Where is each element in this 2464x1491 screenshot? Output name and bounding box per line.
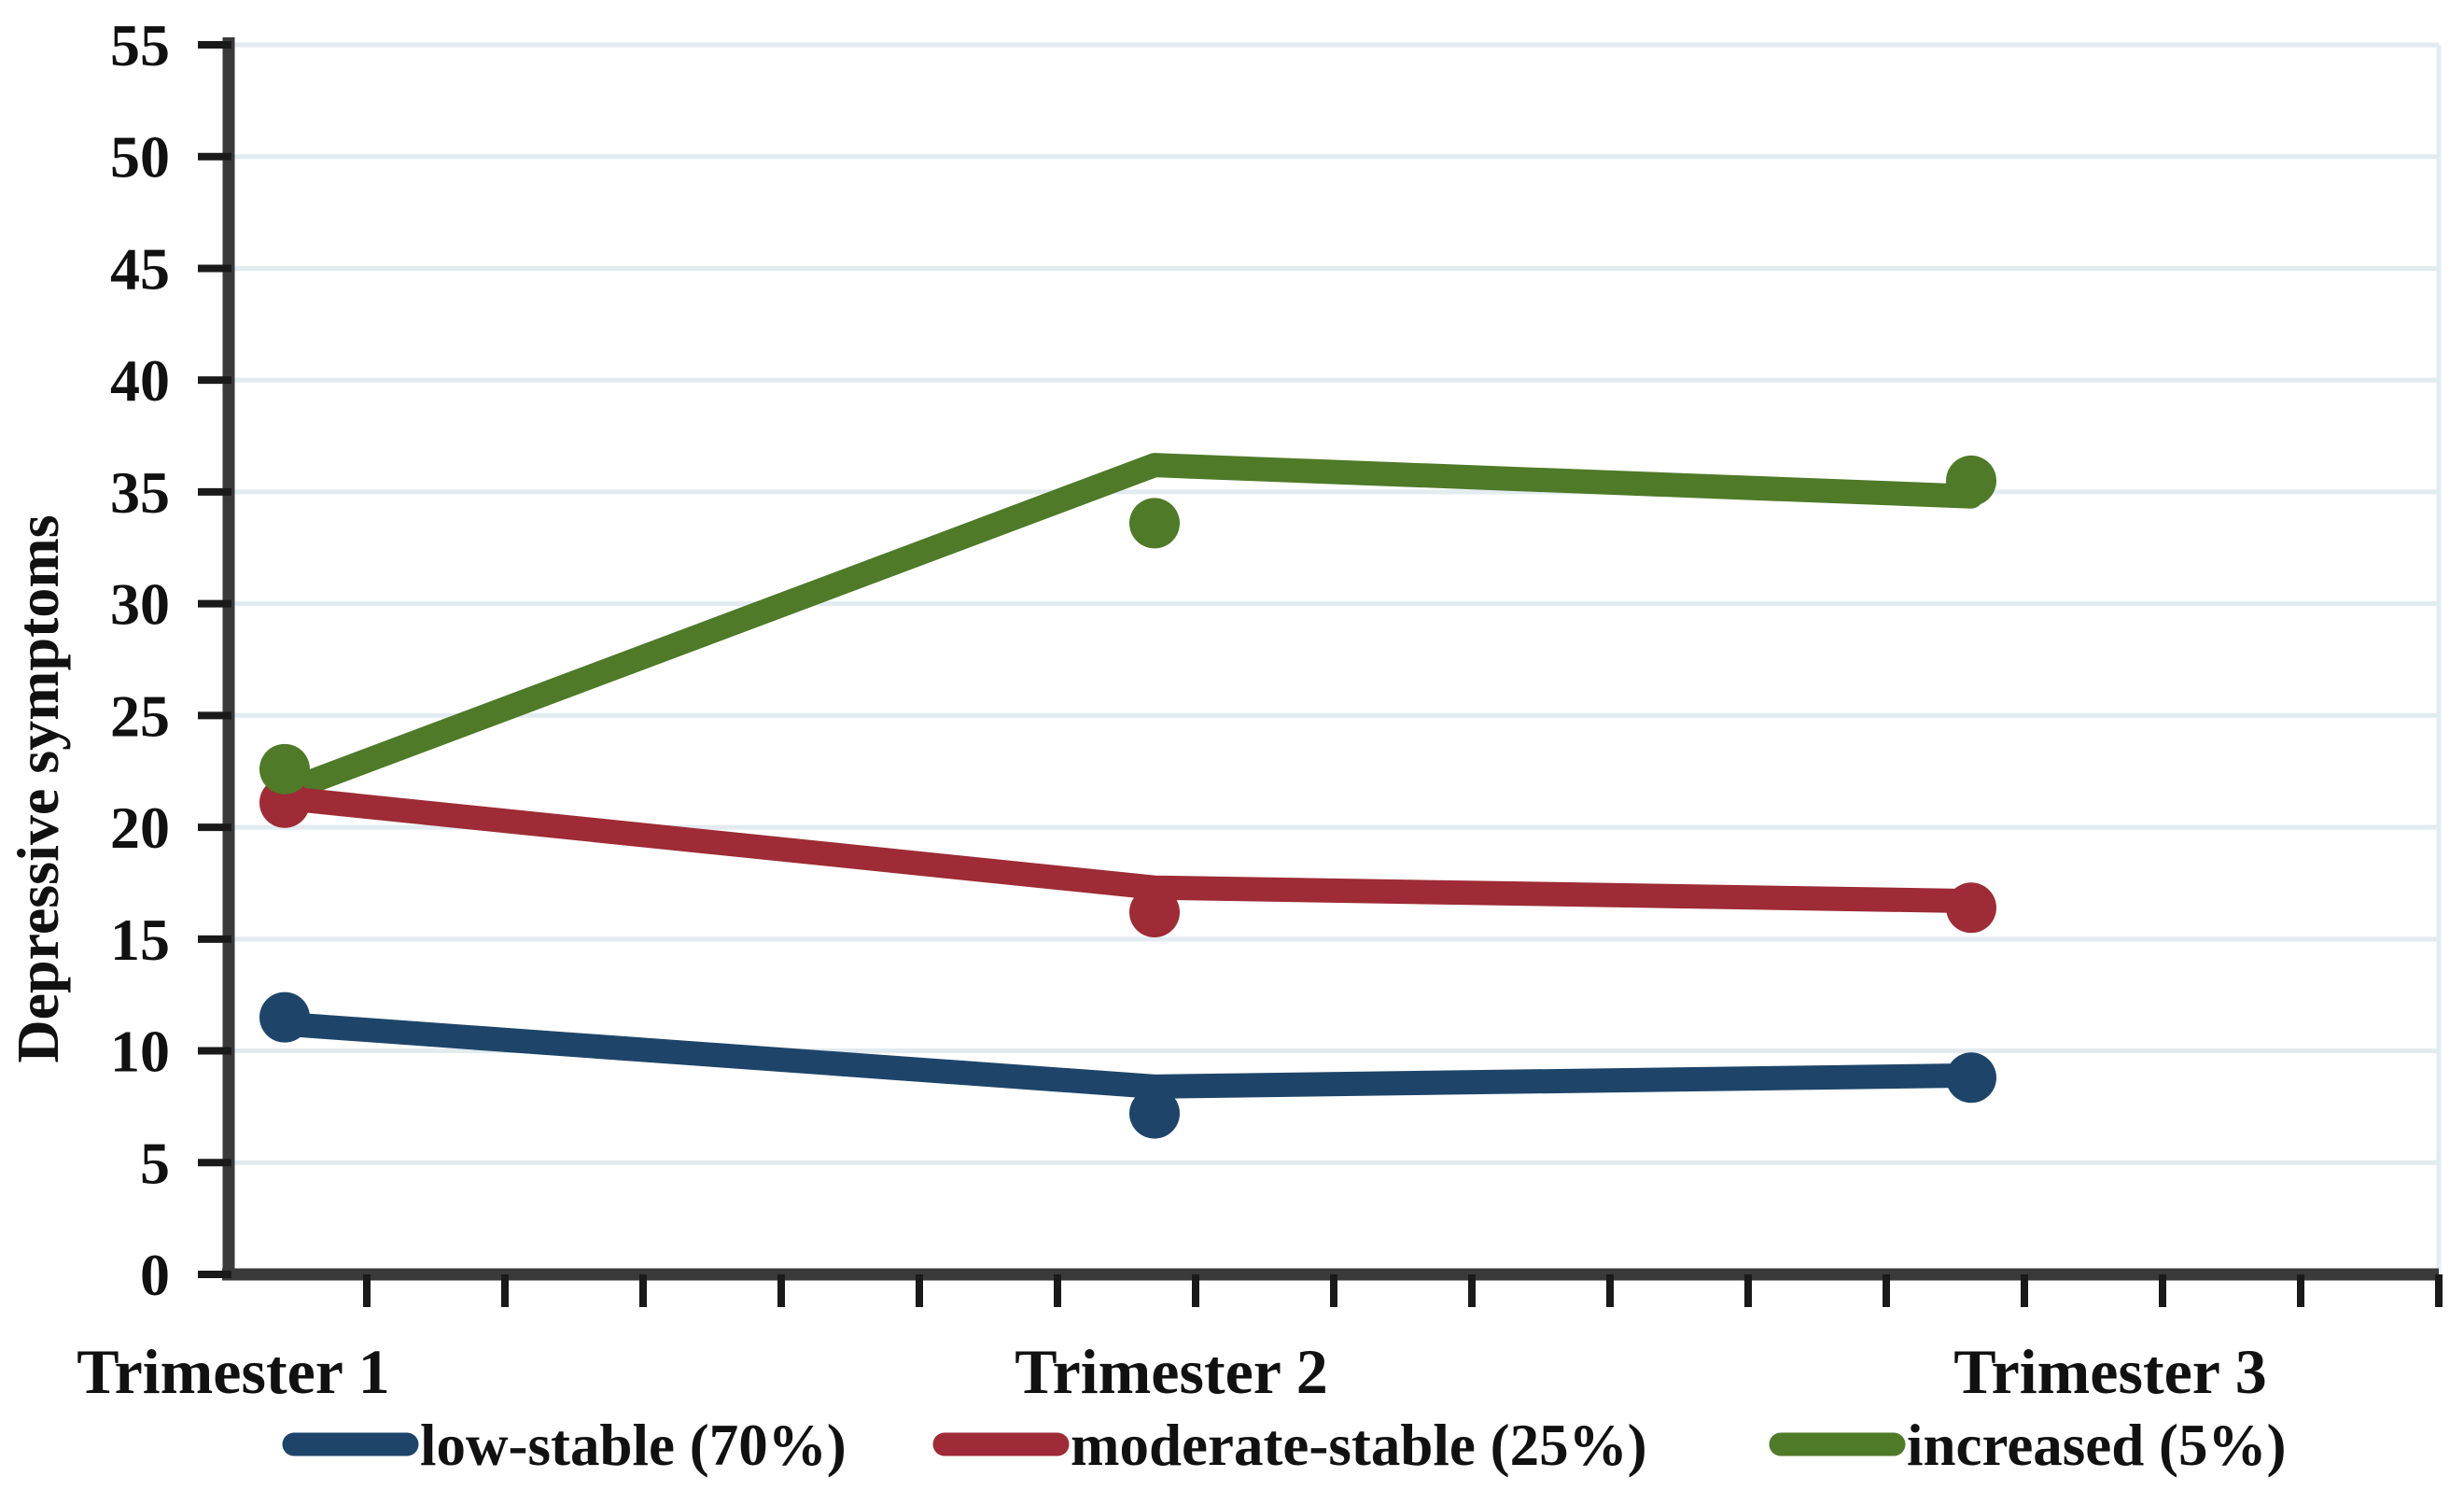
x-category-label-trimester-3: Trimester 3: [1953, 1336, 2266, 1407]
y-tick-label-0: 0: [140, 1242, 170, 1308]
x-category-label-trimester-1: Trimester 1: [77, 1336, 389, 1407]
y-tick-label-50: 50: [110, 124, 170, 190]
series-line-low-stable: [273, 1011, 1983, 1099]
series-marker-increased-t3: [1946, 455, 1996, 506]
series-layer: [259, 453, 1996, 1139]
legend: low-stable (70%) moderate-stable (25%) i…: [282, 1413, 2287, 1478]
y-tick-label-30: 30: [110, 571, 170, 638]
x-axis-minor-ticks: [363, 1274, 2443, 1307]
y-axis-title: Depressive symptoms: [5, 514, 71, 1062]
legend-label-low-stable: low-stable (70%): [420, 1413, 847, 1478]
y-tick-label-35: 35: [110, 459, 170, 526]
series-line-increased: [273, 453, 1983, 804]
legend-label-moderate-stable: moderate-stable (25%): [1071, 1413, 1647, 1478]
y-tick-label-20: 20: [110, 795, 170, 861]
y-axis-tick-labels: 0 5 10 15 20 25 30 35 40 45 50 55: [110, 12, 170, 1308]
y-tick-label-55: 55: [110, 12, 170, 78]
series-marker-low-stable-t1: [259, 992, 310, 1043]
gridlines: [229, 42, 2439, 1165]
series-marker-increased-t2: [1129, 498, 1180, 549]
y-tick-label-15: 15: [110, 907, 170, 973]
series-marker-low-stable-t3: [1946, 1052, 1996, 1104]
series-marker-moderate-stable-t2: [1129, 887, 1180, 938]
legend-label-increased: increased (5%): [1907, 1413, 2287, 1478]
series-line-moderate-stable: [273, 785, 1983, 914]
y-tick-label-25: 25: [110, 682, 170, 749]
x-category-label-trimester-2: Trimester 2: [1015, 1336, 1327, 1407]
y-tick-label-10: 10: [110, 1019, 170, 1085]
series-marker-moderate-stable-t3: [1946, 882, 1996, 934]
series-marker-low-stable-t2: [1129, 1088, 1180, 1139]
y-tick-label-40: 40: [110, 347, 170, 414]
y-tick-label-45: 45: [110, 235, 170, 302]
series-marker-increased-t1: [259, 743, 310, 795]
y-axis-ticks: [198, 41, 231, 1278]
y-tick-label-5: 5: [140, 1130, 170, 1196]
